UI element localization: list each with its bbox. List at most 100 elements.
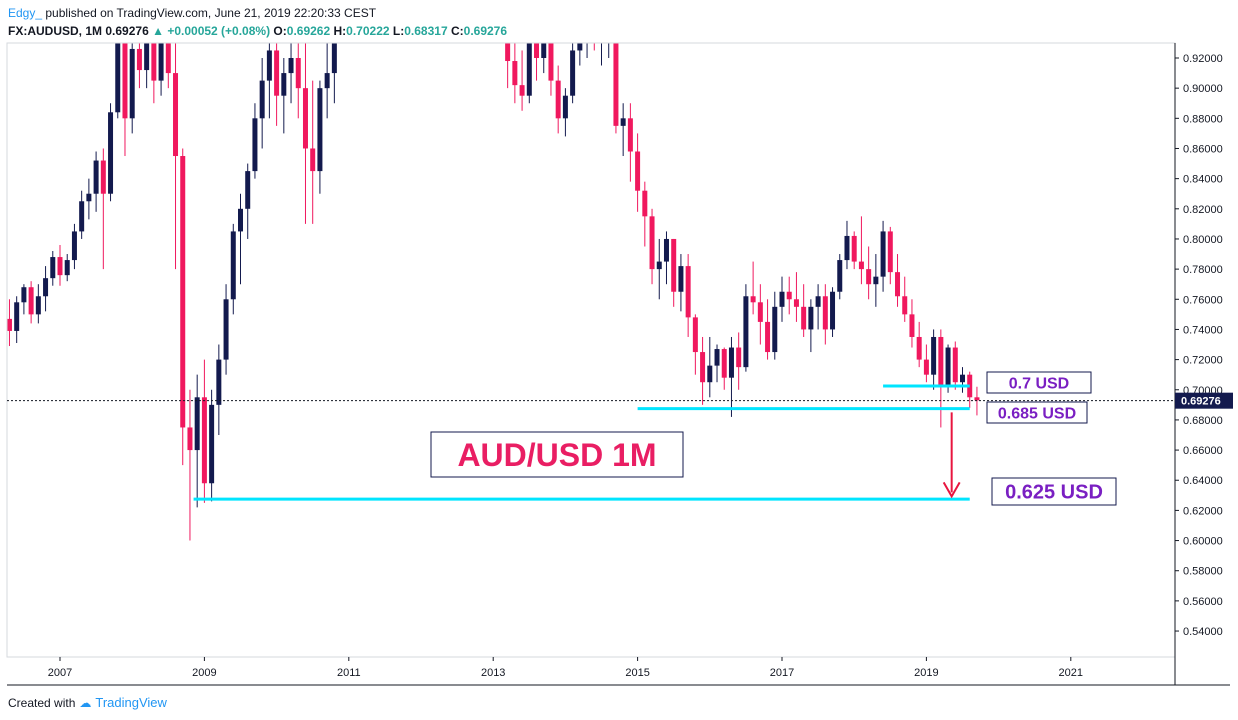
candle-body xyxy=(793,299,799,307)
y-tick-label: 0.74000 xyxy=(1183,324,1223,336)
candle-body xyxy=(274,50,280,96)
candle-body xyxy=(851,235,857,262)
candle-body xyxy=(324,73,330,89)
candle-body xyxy=(779,291,785,307)
last-price-tag-text: 0.69276 xyxy=(1181,396,1221,408)
candle-body xyxy=(173,73,179,157)
author-link[interactable]: Edgy_ xyxy=(8,6,43,20)
candle-body xyxy=(50,257,56,279)
candle-body xyxy=(548,43,554,81)
candle-body xyxy=(252,118,258,172)
candle-body xyxy=(736,347,742,368)
candle-body xyxy=(310,148,316,172)
candle-body xyxy=(931,336,937,375)
y-tick-label: 0.76000 xyxy=(1183,294,1223,306)
high-value: 0.70222 xyxy=(346,24,390,38)
close-label: C: xyxy=(450,24,464,38)
candle-body xyxy=(144,43,150,71)
candle-body xyxy=(317,88,323,172)
x-tick-label: 2017 xyxy=(770,667,794,679)
candle-body xyxy=(0,302,5,319)
candle-body xyxy=(649,216,655,270)
candle-body xyxy=(57,257,63,276)
candle-body xyxy=(974,397,980,401)
candle-body xyxy=(14,302,20,331)
candle-body xyxy=(620,118,626,126)
y-tick-label: 0.88000 xyxy=(1183,113,1223,125)
candle-body xyxy=(43,278,49,297)
candle-body xyxy=(938,336,944,386)
y-tick-label: 0.64000 xyxy=(1183,475,1223,487)
candle-body xyxy=(815,296,821,307)
candle-body xyxy=(187,427,193,451)
candle-body xyxy=(115,43,121,113)
candle-body xyxy=(671,238,677,292)
candle-body xyxy=(230,231,236,300)
y-tick-label: 0.80000 xyxy=(1183,234,1223,246)
candle-body xyxy=(765,321,771,353)
candle-body xyxy=(858,261,864,270)
x-tick-label: 2009 xyxy=(192,667,216,679)
candle-body xyxy=(28,287,34,315)
tradingview-brand[interactable]: TradingView xyxy=(95,695,167,710)
candle-body xyxy=(909,314,915,337)
candle-body xyxy=(223,299,229,360)
candle-body xyxy=(837,260,843,292)
candle-body xyxy=(64,260,70,276)
candle-body xyxy=(642,190,648,217)
candle-body xyxy=(830,291,836,330)
close-value: 0.69276 xyxy=(463,24,508,38)
candle-body xyxy=(613,43,619,126)
candle-body xyxy=(772,306,778,353)
annotation-labels: 0.7 USD 0.685 USD 0.625 USD AUD/USD 1M xyxy=(430,371,1117,506)
x-tick-label: 2019 xyxy=(914,667,938,679)
candle-body xyxy=(158,43,164,81)
candle-body xyxy=(960,374,965,383)
open-value: 0.69262 xyxy=(286,24,331,38)
high-label: H: xyxy=(333,24,347,38)
chart-title: AUD/USD 1M xyxy=(457,437,656,473)
candle-body xyxy=(288,58,294,74)
label-0-685-usd: 0.685 USD xyxy=(998,405,1076,422)
candle-body xyxy=(721,349,727,378)
candle-body xyxy=(136,48,142,71)
y-tick-label: 0.58000 xyxy=(1183,566,1223,578)
y-tick-label: 0.60000 xyxy=(1183,536,1223,548)
created-with-text: Created with xyxy=(8,695,76,710)
label-0-685-usd-box xyxy=(986,401,1088,424)
x-tick-label: 2007 xyxy=(48,667,72,679)
candle-body xyxy=(902,296,908,315)
candle-body xyxy=(700,352,706,383)
y-tick-label: 0.66000 xyxy=(1183,445,1223,457)
candle-body xyxy=(786,291,792,300)
chart-header-line2: FX:AUDUSD, 1M 0.69276 ▲ +0.00052 (+0.08%… xyxy=(8,24,507,38)
y-tick-label: 0.84000 xyxy=(1183,174,1223,186)
y-tick-label: 0.54000 xyxy=(1183,626,1223,638)
candle-body xyxy=(757,302,763,322)
candle-body xyxy=(822,296,828,330)
chart-header-line1: Edgy_ published on TradingView.com, June… xyxy=(8,6,376,20)
candle-body xyxy=(216,359,222,405)
candle-body xyxy=(238,208,243,232)
candle-body xyxy=(165,43,171,74)
candle-body xyxy=(952,347,958,383)
candle-body xyxy=(635,151,641,191)
candle-body xyxy=(714,349,720,366)
y-tick-label: 0.82000 xyxy=(1183,204,1223,216)
candle-body xyxy=(71,231,77,261)
candle-body xyxy=(656,261,662,270)
candle-body xyxy=(555,80,561,119)
candle-body xyxy=(194,397,200,451)
candle-body xyxy=(577,43,583,51)
arrow-head xyxy=(942,481,961,499)
tradingview-logo-icon: ☁ xyxy=(79,695,92,710)
label-0-7-usd-box xyxy=(986,371,1092,394)
x-tick-label: 2021 xyxy=(1059,667,1083,679)
candle-body xyxy=(302,88,308,149)
candle-body xyxy=(108,112,114,194)
candle-body xyxy=(512,61,518,86)
candle-body xyxy=(505,43,511,62)
candle-body xyxy=(93,160,99,194)
last-price: 0.69276 xyxy=(105,24,149,38)
